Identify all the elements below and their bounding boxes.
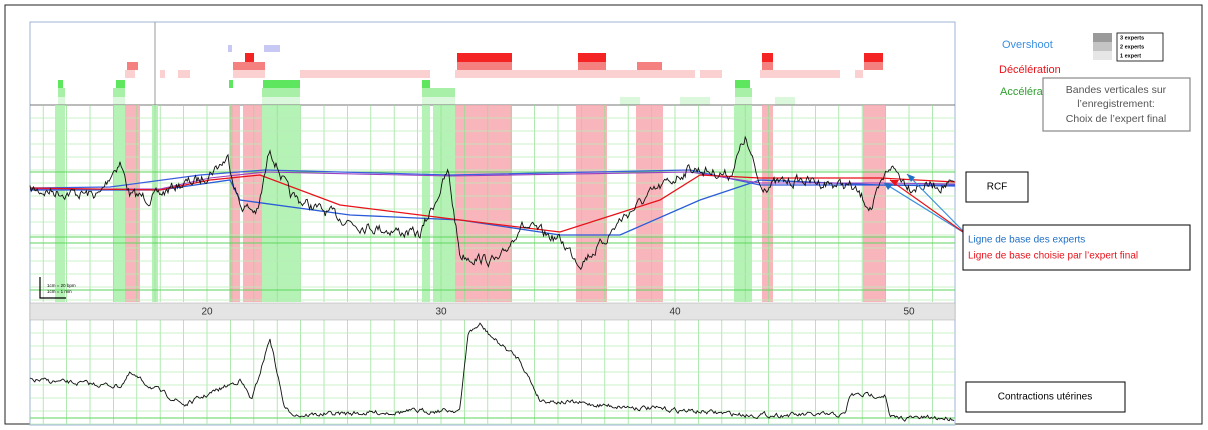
arrowhead	[890, 180, 899, 186]
annotation-segment	[263, 80, 300, 88]
annotation-segment	[127, 62, 138, 70]
annotation-segment	[457, 53, 512, 62]
annotation-segment	[457, 62, 512, 70]
annotation-segment	[228, 45, 232, 52]
annotation-segment	[855, 70, 863, 78]
annotation-segment	[578, 62, 606, 70]
deceleration-band	[125, 105, 140, 302]
deceleration-band	[762, 105, 773, 302]
deceleration-band	[230, 105, 240, 302]
baseline-legend-box	[962, 224, 1191, 271]
acceleration-band	[113, 105, 125, 302]
legend-entry: 3 experts	[1120, 35, 1144, 41]
final-expert-text: l’enregistrement:	[1077, 98, 1155, 110]
deceleration-band	[576, 105, 607, 302]
baseline-expert	[29, 169, 955, 189]
time-axis-label: 50	[903, 307, 915, 318]
arrow	[889, 179, 967, 235]
baseline-expert	[30, 179, 956, 236]
baseline-final	[29, 174, 956, 233]
annotation-segment	[262, 88, 300, 97]
legend-swatch	[1093, 33, 1112, 42]
deceleration-band	[863, 105, 886, 302]
baseline-final-label: Ligne de base choisie par l’expert final	[968, 251, 1138, 262]
rcf-box	[965, 171, 1029, 203]
legend-box	[1116, 32, 1164, 62]
scale-label: 1cm = 1 min	[47, 289, 72, 294]
annotation-segment	[233, 70, 265, 78]
annotation-segment	[422, 97, 455, 105]
deceleration-label: Décélération	[999, 64, 1061, 76]
time-axis-bar	[29, 302, 956, 321]
time-axis-label: 30	[435, 307, 447, 318]
annotation-segment	[300, 70, 430, 78]
baseline-experts-label: Ligne de base des experts	[968, 235, 1085, 246]
annotation-segment	[700, 70, 722, 78]
rcf-label: RCF	[987, 182, 1008, 193]
annotation-segment	[113, 97, 125, 105]
time-axis-label: 20	[201, 307, 213, 318]
annotation-segment	[178, 70, 190, 78]
final-expert-text: Bandes verticales sur	[1066, 84, 1167, 96]
annotation-segment	[735, 97, 752, 105]
annotation-segment	[864, 62, 883, 70]
annotation-segment	[735, 88, 752, 97]
arrowhead	[907, 174, 915, 182]
annotation-segment	[637, 62, 662, 70]
deceleration-band	[455, 105, 512, 302]
annotation-segment	[455, 70, 695, 78]
legend-entry: 2 experts	[1120, 44, 1144, 50]
annotation-segment	[116, 80, 125, 88]
acceleration-band	[152, 105, 158, 302]
annotation-segment	[680, 97, 710, 105]
annotation-segment	[620, 97, 640, 105]
legend-entry: 1 expert	[1120, 53, 1141, 59]
annotation-segment	[422, 80, 430, 88]
annotation-segment	[775, 97, 795, 105]
annotation-segment	[233, 62, 265, 70]
contractions-label: Contractions utérines	[998, 392, 1093, 403]
acceleration-band	[55, 105, 65, 302]
arrow	[883, 182, 967, 235]
contractions-box	[965, 381, 1126, 413]
annotation-segment	[578, 53, 606, 62]
annotation-segment	[262, 97, 300, 105]
legend-swatch	[1093, 42, 1112, 51]
arrow	[906, 173, 967, 235]
annotation-segment	[760, 70, 840, 78]
annotation-segment	[125, 70, 135, 78]
legend-swatch	[1093, 51, 1112, 60]
overshoot-label: Overshoot	[1002, 39, 1053, 51]
traces	[29, 135, 956, 422]
acceleration-band	[734, 105, 752, 302]
annotation-segment	[762, 62, 773, 70]
annotation-segment	[113, 88, 125, 97]
final-expert-box	[1042, 77, 1191, 132]
acceleration-band	[422, 105, 430, 302]
annotation-segment	[58, 97, 65, 105]
scale-label: 1cm = 20 bpm	[47, 283, 76, 288]
final-expert-text: Choix de l’expert final	[1066, 113, 1166, 125]
annotation-segment	[229, 80, 233, 88]
annotation-segment	[864, 53, 883, 62]
annotation-segment	[58, 80, 63, 88]
scale-bar	[39, 277, 66, 299]
rcf-trace	[29, 135, 955, 271]
arrowhead	[884, 183, 893, 190]
annotation-segment	[245, 53, 254, 62]
deceleration-band	[243, 105, 262, 302]
annotation-segment	[58, 88, 65, 97]
annotation-segment	[264, 45, 280, 52]
annotation-segment	[422, 88, 455, 97]
contraction-trace	[29, 322, 955, 422]
annotation-segment	[160, 70, 165, 78]
time-axis-label: 40	[669, 307, 681, 318]
annotation-segment	[762, 53, 773, 62]
acceleration-band	[433, 105, 455, 302]
annotation-segment	[735, 80, 750, 88]
